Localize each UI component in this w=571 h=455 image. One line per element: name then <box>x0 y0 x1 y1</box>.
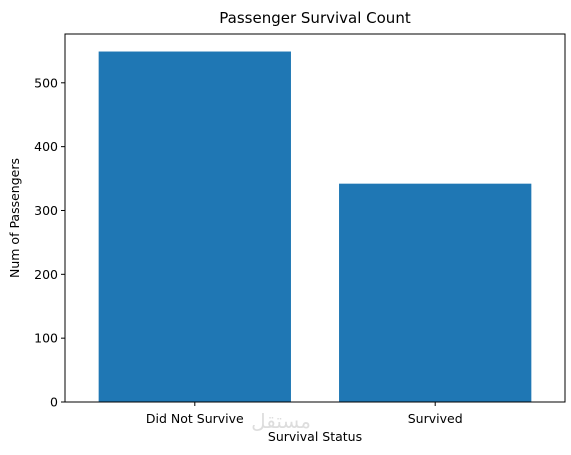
bar-survived <box>339 183 532 402</box>
y-tick-label: 0 <box>50 395 58 410</box>
chart-title: Passenger Survival Count <box>219 9 411 27</box>
bars-group <box>98 51 532 403</box>
x-axis-label: Survival Status <box>268 429 362 444</box>
y-tick-label: 300 <box>34 203 58 218</box>
x-tick-label: Did Not Survive <box>146 411 244 426</box>
y-tick-label: 100 <box>34 331 58 346</box>
y-tick-label: 500 <box>34 75 58 90</box>
y-axis-ticks: 0 100 200 300 400 500 <box>34 75 65 410</box>
plot-frame <box>64 33 566 403</box>
y-axis-label: Num of Passengers <box>7 158 22 278</box>
x-axis-ticks: Did Not Survive Survived <box>146 402 463 426</box>
x-tick-label: Survived <box>408 411 463 426</box>
y-tick-label: 200 <box>34 267 58 282</box>
y-tick-label: 400 <box>34 139 58 154</box>
bar-did-not-survive <box>98 51 291 403</box>
